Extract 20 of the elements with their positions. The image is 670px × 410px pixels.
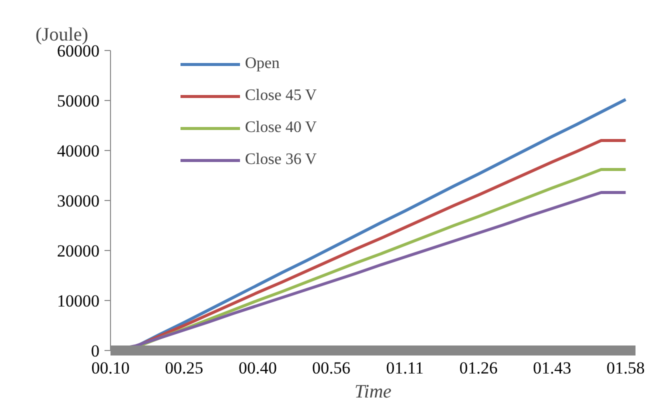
y-tick-label: 50000 [57, 92, 100, 110]
x-tick-label: 01.43 [532, 358, 572, 378]
x-tick-label: 00.56 [312, 358, 350, 378]
x-tick-label: 00.40 [238, 358, 277, 378]
x-axis-title: Time [354, 382, 392, 402]
legend-label: Close 40 V [245, 119, 317, 137]
y-tick-label: 0 [91, 342, 100, 360]
x-tick-label: 01.11 [386, 358, 424, 378]
x-tick-label: 00.10 [91, 358, 130, 378]
x-tick-label: 00.25 [164, 358, 204, 378]
legend-label: Close 45 V [245, 87, 317, 105]
x-tick-label: 01.26 [459, 358, 498, 378]
y-tick-label: 20000 [57, 242, 100, 260]
x-tick-label: 01.58 [606, 358, 645, 378]
y-axis-title: (Joule) [36, 24, 88, 46]
y-tick-label: 40000 [57, 142, 100, 160]
legend-label: Close 36 V [245, 151, 317, 169]
y-tick-label: 30000 [57, 192, 100, 210]
y-tick-label: 10000 [57, 292, 100, 310]
legend-label: Open [245, 55, 280, 73]
